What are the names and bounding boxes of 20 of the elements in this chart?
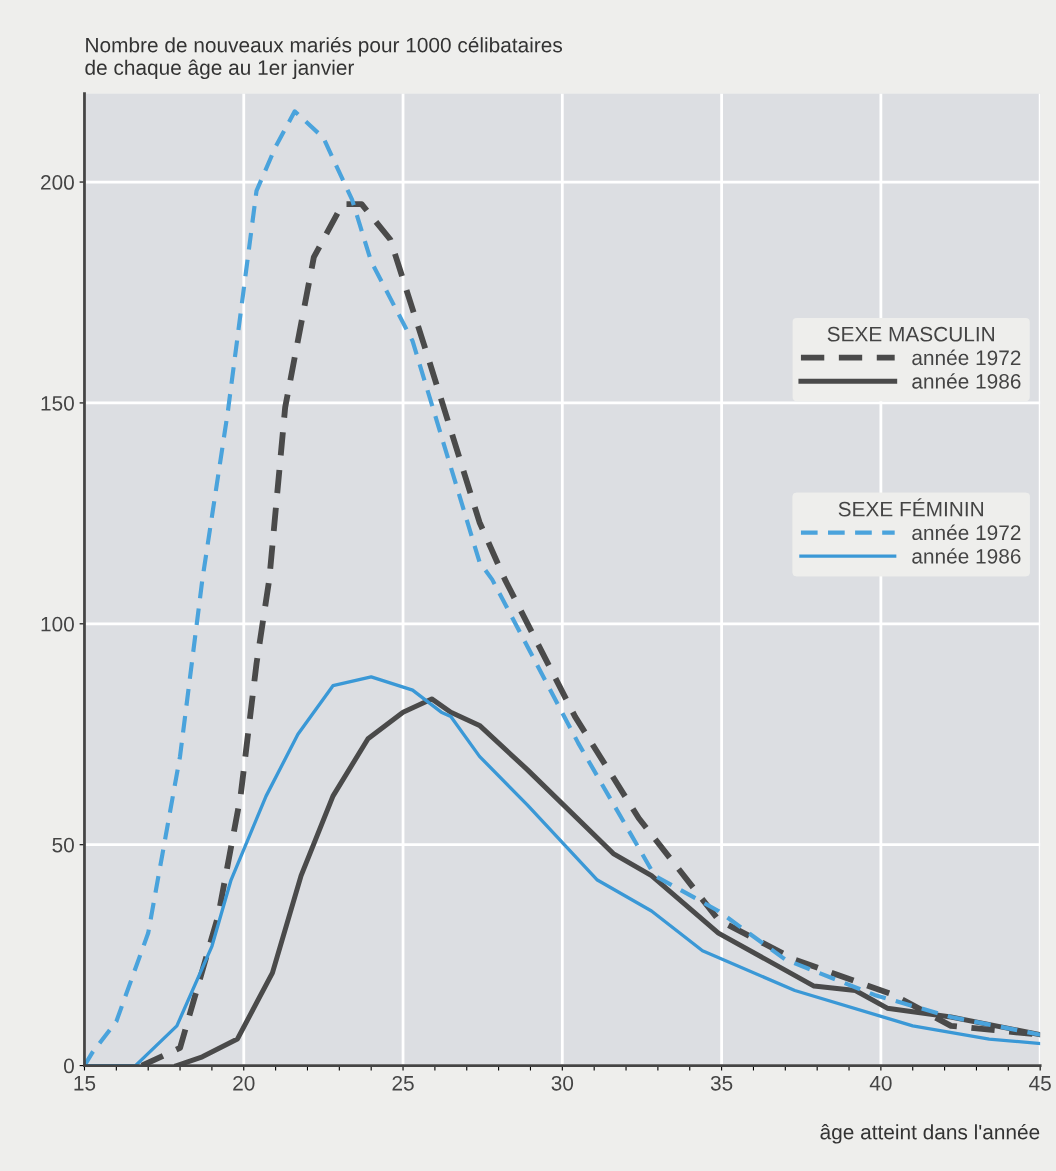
- legend-label: année 1972: [912, 349, 1021, 366]
- y-tick-label: 150: [41, 395, 74, 411]
- x-tick-label: 25: [392, 1075, 414, 1091]
- x-tick-label: 20: [233, 1075, 255, 1091]
- x-tick-label: 40: [869, 1075, 892, 1091]
- x-axis-title: âge atteint dans l'année: [820, 1123, 1040, 1144]
- annotation: SEXE MASCULIN: [827, 326, 994, 342]
- x-tick-label: 15: [74, 1076, 96, 1091]
- annotation: SEXE FÉMININ: [838, 498, 983, 517]
- y-axis-title: Nombre de nouveaux mariés pour 1000 célibataires de chaque âge au 1er janvier: [85, 36, 563, 80]
- legend-label: année 1972: [912, 524, 1021, 541]
- x-tick-label: 30: [551, 1075, 574, 1091]
- y-tick-label: 100: [41, 616, 74, 632]
- y-tick-label: 0: [63, 1058, 74, 1074]
- x-tick-label: 35: [710, 1075, 733, 1091]
- legend-label: année 1986: [912, 548, 1021, 564]
- legend-label: année 1986: [912, 373, 1021, 389]
- y-tick-label: 50: [52, 837, 74, 853]
- y-tick-label: 200: [41, 175, 74, 190]
- x-tick-label: 45: [1029, 1076, 1051, 1091]
